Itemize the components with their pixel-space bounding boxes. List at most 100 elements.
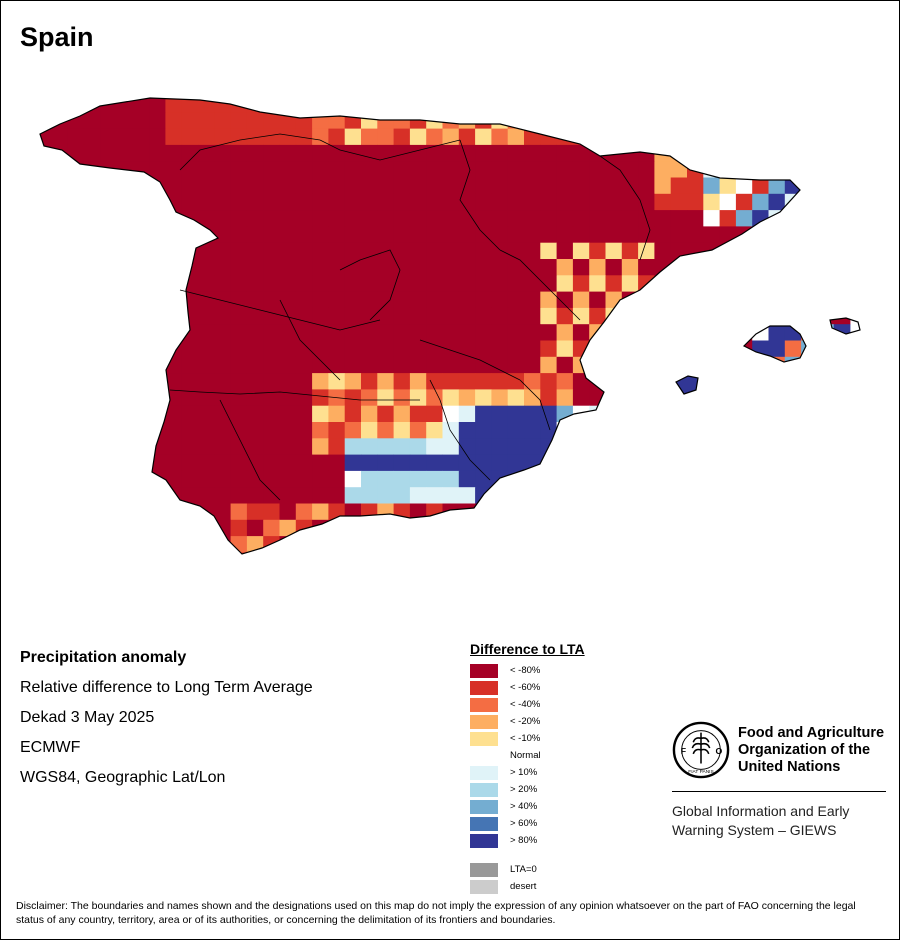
anomaly-cell xyxy=(165,112,183,129)
anomaly-cell xyxy=(556,389,574,407)
anomaly-cell xyxy=(83,259,101,276)
anomaly-cell xyxy=(393,552,411,554)
anomaly-cell xyxy=(442,98,460,113)
anomaly-cell xyxy=(638,242,655,260)
anomaly-cell xyxy=(361,259,378,276)
anomaly-cell xyxy=(687,210,704,227)
anomaly-cell xyxy=(67,193,85,211)
anomaly-cell xyxy=(801,356,818,374)
anomaly-cell xyxy=(377,340,394,358)
anomaly-cell xyxy=(687,340,704,358)
fao-logo-motto: FIAT PANIS xyxy=(688,769,714,775)
anomaly-cell xyxy=(817,405,835,423)
anomaly-cell xyxy=(35,569,52,586)
anomaly-cell xyxy=(246,307,264,325)
anomaly-cell xyxy=(621,536,639,553)
anomaly-cell xyxy=(51,307,68,325)
anomaly-cell xyxy=(116,210,134,227)
anomaly-cell xyxy=(801,536,818,553)
anomaly-cell xyxy=(246,438,264,455)
anomaly-cell xyxy=(621,373,639,390)
anomaly-cell xyxy=(312,536,329,553)
anomaly-cell xyxy=(100,373,117,390)
anomaly-cell xyxy=(540,389,557,407)
anomaly-cell xyxy=(263,177,280,195)
anomaly-cell xyxy=(149,340,166,358)
anomaly-cell xyxy=(230,340,248,358)
anomaly-cell xyxy=(475,324,492,341)
anomaly-cell xyxy=(328,112,346,129)
anomaly-cell xyxy=(295,487,313,504)
anomaly-cell xyxy=(735,161,753,178)
anomaly-cell xyxy=(442,226,460,244)
anomaly-cell xyxy=(605,552,623,554)
anomaly-cell xyxy=(132,552,150,554)
anomaly-cell xyxy=(409,291,427,309)
anomaly-cell xyxy=(507,536,525,553)
anomaly-cell xyxy=(246,324,264,341)
anomaly-cell xyxy=(458,210,476,227)
anomaly-cell xyxy=(589,242,606,260)
anomaly-cell xyxy=(279,210,297,227)
anomaly-cell xyxy=(394,569,411,586)
anomaly-cell xyxy=(182,569,199,586)
anomaly-cell xyxy=(230,552,248,554)
anomaly-cell xyxy=(524,536,541,553)
anomaly-cell xyxy=(214,275,231,292)
anomaly-cell xyxy=(540,242,557,260)
anomaly-cell xyxy=(149,503,166,521)
anomaly-cell xyxy=(768,487,786,504)
anomaly-cell xyxy=(670,487,688,504)
anomaly-cell xyxy=(165,422,183,439)
anomaly-cell xyxy=(687,454,704,472)
anomaly-cell xyxy=(752,144,769,162)
anomaly-cell xyxy=(556,324,574,341)
anomaly-cell xyxy=(735,259,753,276)
anomaly-cell xyxy=(703,356,720,374)
anomaly-cell xyxy=(51,405,68,423)
anomaly-cell xyxy=(621,422,639,439)
anomaly-cell xyxy=(507,291,525,309)
anomaly-cell xyxy=(344,98,362,113)
anomaly-cell xyxy=(67,128,85,146)
anomaly-cell xyxy=(572,389,590,407)
anomaly-cell xyxy=(817,454,835,472)
anomaly-cell xyxy=(817,569,834,586)
anomaly-cell xyxy=(605,98,623,113)
anomaly-cell xyxy=(100,307,117,325)
anomaly-cell xyxy=(491,356,509,374)
anomaly-cell xyxy=(263,98,280,113)
anomaly-cell xyxy=(295,536,313,553)
anomaly-cell xyxy=(589,356,606,374)
anomaly-cell xyxy=(377,128,394,146)
anomaly-cell xyxy=(621,275,639,292)
anomaly-cell xyxy=(149,470,166,488)
anomaly-cell xyxy=(458,177,476,195)
anomaly-cell xyxy=(181,389,199,407)
anomaly-cell xyxy=(426,210,443,227)
anomaly-cell xyxy=(426,193,443,211)
anomaly-cell xyxy=(638,226,655,244)
legend-swatch xyxy=(470,799,498,814)
anomaly-cell xyxy=(377,177,394,195)
anomaly-cell xyxy=(817,487,835,504)
anomaly-cell xyxy=(361,210,378,227)
anomaly-cell xyxy=(638,324,655,341)
anomaly-cell xyxy=(312,112,329,129)
anomaly-cell xyxy=(328,569,345,586)
anomaly-cell xyxy=(67,242,85,260)
anomaly-cell xyxy=(719,291,737,309)
anomaly-cell xyxy=(409,128,427,146)
anomaly-cell xyxy=(703,487,720,504)
anomaly-cell xyxy=(361,226,378,244)
anomaly-cell xyxy=(230,275,248,292)
anomaly-cell xyxy=(198,454,215,472)
anomaly-cell xyxy=(752,552,769,554)
anomaly-cell xyxy=(507,422,525,439)
anomaly-cell xyxy=(540,569,557,586)
anomaly-cell xyxy=(801,454,818,472)
anomaly-cell xyxy=(687,487,704,504)
anomaly-cell xyxy=(83,454,101,472)
anomaly-cell xyxy=(214,503,231,521)
anomaly-cell xyxy=(458,552,476,554)
